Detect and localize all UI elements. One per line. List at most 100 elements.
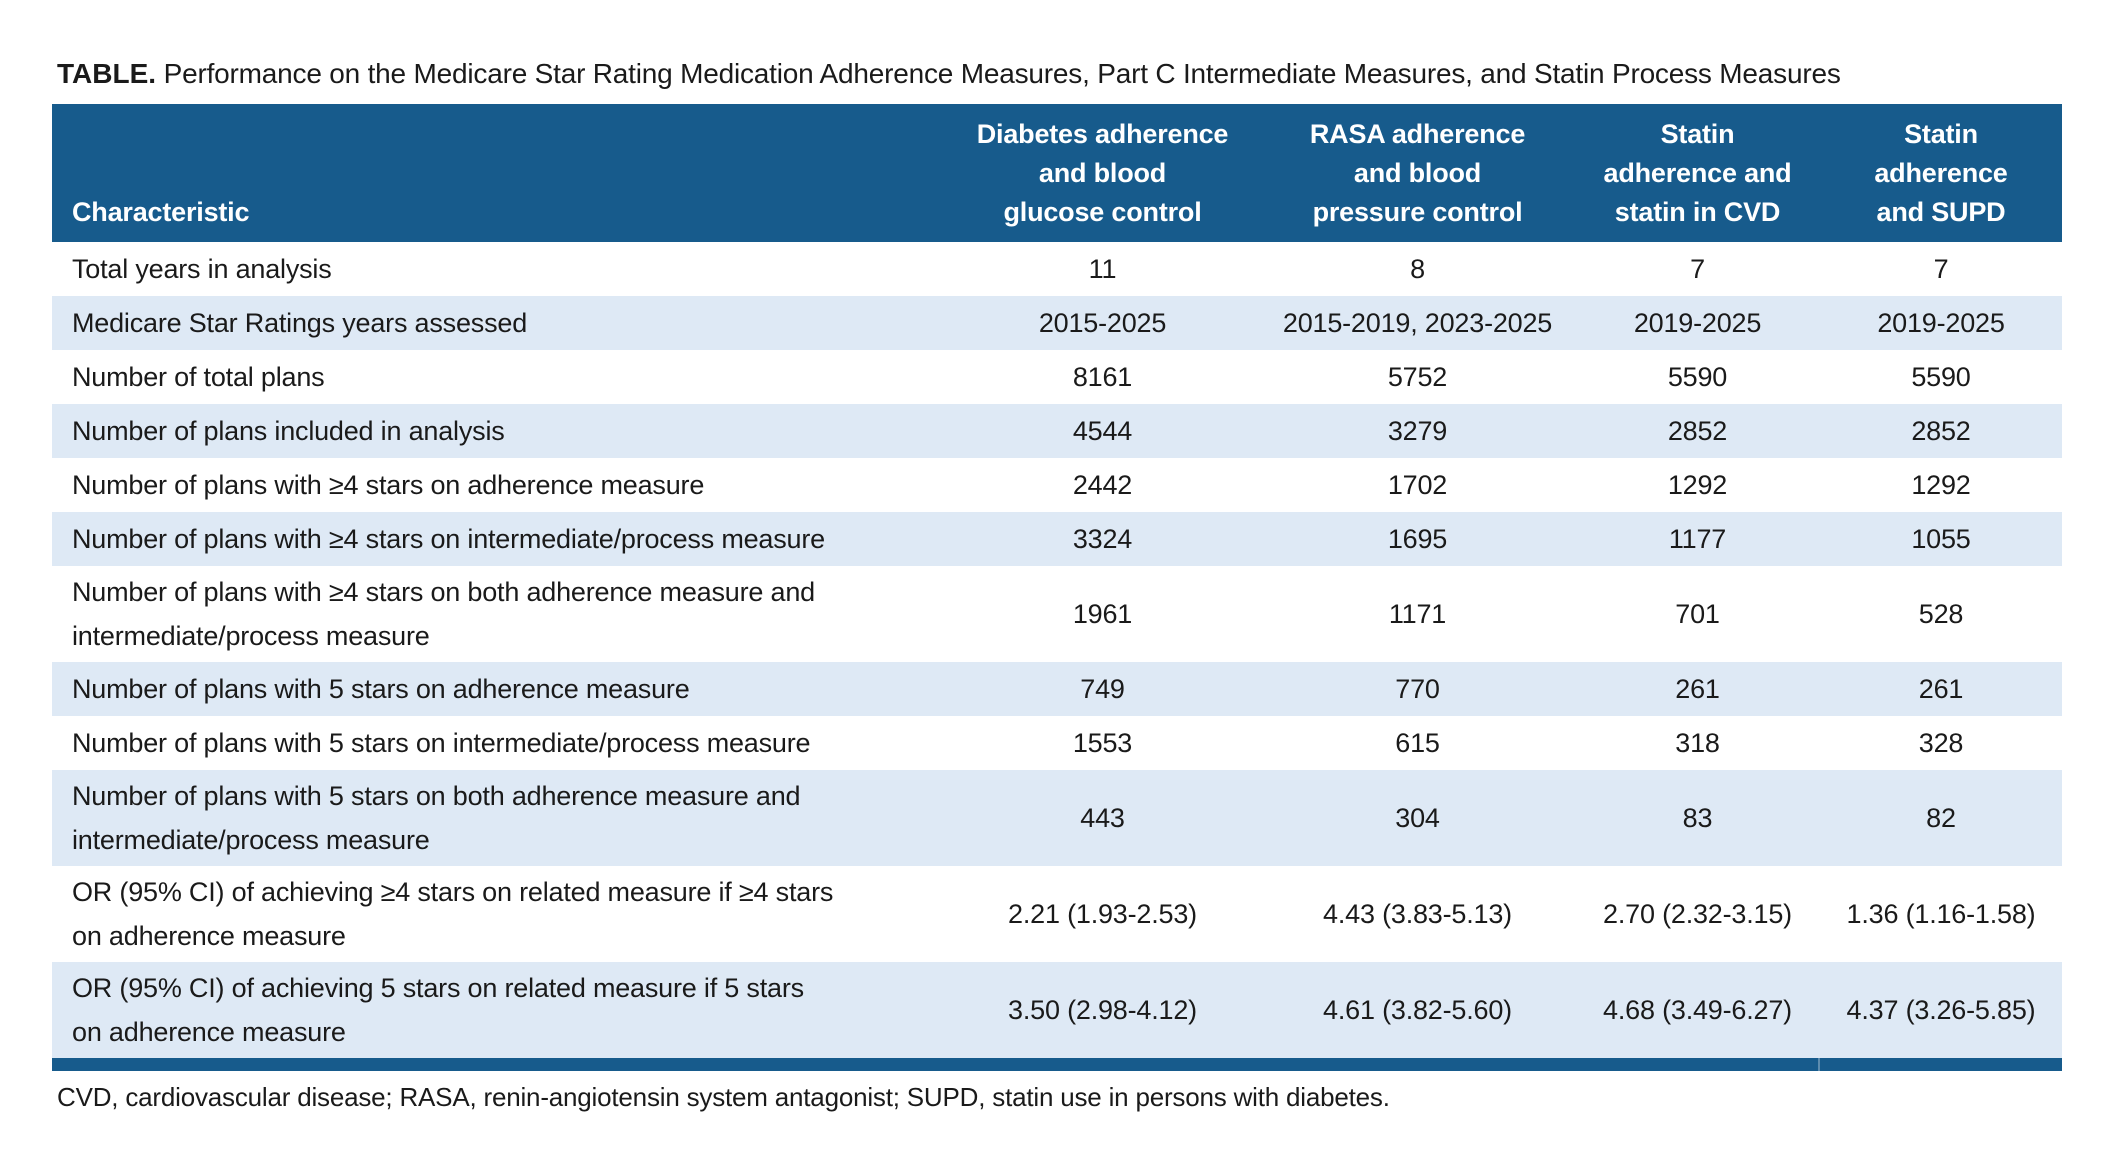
header-line: pressure control bbox=[1312, 197, 1523, 227]
row-label-text: Total years in analysis bbox=[72, 254, 332, 284]
cell-value: 8 bbox=[1410, 253, 1425, 284]
header-line: statin in CVD bbox=[1614, 197, 1781, 227]
table-header-row: Characteristic Diabetes adherence and bl… bbox=[52, 104, 2062, 242]
cell-value: 7 bbox=[1690, 253, 1705, 284]
header-line: and blood bbox=[1353, 158, 1482, 188]
row-label-text: OR (95% CI) of achieving ≥4 stars on rel… bbox=[72, 877, 834, 951]
row-label: Number of plans with 5 stars on both adh… bbox=[52, 770, 945, 866]
cell-value: 3.50 (2.98-4.12) bbox=[1008, 994, 1197, 1025]
cell-value: 2852 bbox=[1911, 415, 1971, 446]
cell-value: 7 bbox=[1933, 253, 1949, 284]
cell-value: 261 bbox=[1675, 673, 1720, 704]
table-bottom-bar bbox=[52, 1058, 2062, 1071]
header-cell-rasa-adherence: RASA adherence and blood pressure contro… bbox=[1260, 104, 1575, 242]
cell-value: 1292 bbox=[1667, 469, 1728, 500]
row-label-text: Number of plans with 5 stars on intermed… bbox=[72, 728, 811, 758]
cell-value: 4.43 (3.83-5.13) bbox=[1323, 898, 1512, 929]
cell-value: 528 bbox=[1918, 598, 1964, 629]
row-label: Total years in analysis bbox=[52, 242, 945, 296]
row-label-text: Number of total plans bbox=[72, 362, 325, 392]
cell-value: 1553 bbox=[1072, 727, 1133, 758]
cell-value: 3324 bbox=[1072, 523, 1133, 554]
table-row: Number of plans with ≥4 stars on both ad… bbox=[52, 566, 2062, 662]
header-line: Statin bbox=[1904, 119, 1978, 149]
cell-value: 2019-2025 bbox=[1633, 307, 1762, 338]
table-row: Number of plans with 5 stars on intermed… bbox=[52, 716, 2062, 770]
header-line: Statin bbox=[1660, 119, 1735, 149]
row-label-text: Number of plans with 5 stars on both adh… bbox=[72, 781, 801, 855]
row-label: Medicare Star Ratings years assessed bbox=[52, 296, 945, 350]
table-row: OR (95% CI) of achieving 5 stars on rela… bbox=[52, 962, 2062, 1058]
cell-value: 770 bbox=[1395, 673, 1440, 704]
header-line: and SUPD bbox=[1876, 197, 2006, 227]
table-row: Total years in analysis 11 8 7 7 bbox=[52, 242, 2062, 296]
cell-value: 4544 bbox=[1072, 415, 1133, 446]
row-label: Number of plans with 5 stars on adherenc… bbox=[52, 662, 945, 716]
header-line: RASA adherence bbox=[1309, 119, 1526, 149]
cell-value: 1.36 (1.16-1.58) bbox=[1846, 898, 2036, 929]
cell-value: 3279 bbox=[1387, 415, 1448, 446]
table-title-label: TABLE. bbox=[57, 58, 157, 89]
header-line: adherence bbox=[1874, 158, 2008, 188]
header-cell-statin-supd: Statin adherence and SUPD bbox=[1820, 104, 2062, 242]
cell-value: 749 bbox=[1080, 673, 1125, 704]
cell-value: 261 bbox=[1918, 673, 1964, 704]
row-label: Number of plans with ≥4 stars on both ad… bbox=[52, 566, 945, 662]
footnote: CVD, cardiovascular disease; RASA, renin… bbox=[57, 1082, 1390, 1112]
row-label: OR (95% CI) of achieving 5 stars on rela… bbox=[52, 962, 945, 1058]
cell-value: 11 bbox=[1088, 253, 1117, 284]
table-row: Number of plans with 5 stars on adherenc… bbox=[52, 662, 2062, 716]
header-line: and blood bbox=[1038, 158, 1167, 188]
row-label-text: Number of plans with ≥4 stars on adheren… bbox=[72, 470, 705, 500]
data-table: Characteristic Diabetes adherence and bl… bbox=[52, 104, 2062, 1071]
cell-value: 1292 bbox=[1911, 469, 1971, 500]
cell-value: 5590 bbox=[1911, 361, 1971, 392]
cell-value: 83 bbox=[1682, 802, 1713, 833]
cell-value: 1702 bbox=[1387, 469, 1448, 500]
cell-value: 5752 bbox=[1387, 361, 1448, 392]
cell-value: 8161 bbox=[1072, 361, 1133, 392]
row-label-text: Number of plans with ≥4 stars on both ad… bbox=[72, 577, 815, 651]
cell-value: 2015-2019, 2023-2025 bbox=[1282, 307, 1553, 338]
table-row: Number of plans included in analysis 4544… bbox=[52, 404, 2062, 458]
table-row: Medicare Star Ratings years assessed 2015… bbox=[52, 296, 2062, 350]
row-label-text: Number of plans with ≥4 stars on interme… bbox=[72, 524, 825, 554]
row-label-text: OR (95% CI) of achieving 5 stars on rela… bbox=[72, 973, 804, 1047]
cell-value: 2015-2025 bbox=[1038, 307, 1167, 338]
cell-value: 1171 bbox=[1388, 598, 1447, 629]
cell-value: 2.70 (2.32-3.15) bbox=[1603, 898, 1792, 929]
table-row: Number of total plans 8161 5752 5590 5590 bbox=[52, 350, 2062, 404]
table-title-text: Performance on the Medicare Star Rating … bbox=[156, 58, 1841, 89]
cell-value: 2.21 (1.93-2.53) bbox=[1008, 898, 1197, 929]
cell-value: 1695 bbox=[1387, 523, 1448, 554]
row-label: Number of plans with ≥4 stars on interme… bbox=[52, 512, 945, 566]
header-cell-diabetes-adherence: Diabetes adherence and blood glucose con… bbox=[945, 104, 1260, 242]
cell-value: 2442 bbox=[1072, 469, 1133, 500]
cell-value: 2019-2025 bbox=[1877, 307, 2005, 338]
cell-value: 2852 bbox=[1667, 415, 1728, 446]
cell-value: 1055 bbox=[1911, 523, 1971, 554]
row-label: OR (95% CI) of achieving ≥4 stars on rel… bbox=[52, 866, 945, 962]
cell-value: 328 bbox=[1918, 727, 1964, 758]
cell-value: 5590 bbox=[1667, 361, 1728, 392]
cell-value: 443 bbox=[1080, 802, 1125, 833]
header-cell-statin-cvd: Statin adherence and statin in CVD bbox=[1575, 104, 1820, 242]
row-label-text: Medicare Star Ratings years assessed bbox=[72, 308, 528, 338]
table-title: TABLE. Performance on the Medicare Star … bbox=[57, 58, 1841, 90]
cell-value: 4.37 (3.26-5.85) bbox=[1846, 994, 2036, 1025]
cell-value: 82 bbox=[1926, 802, 1956, 833]
header-line: glucose control bbox=[1003, 197, 1202, 227]
header-cell-characteristic: Characteristic bbox=[52, 104, 945, 242]
table-row: Number of plans with 5 stars on both adh… bbox=[52, 770, 2062, 866]
bottom-bar-seam bbox=[1818, 1058, 1820, 1071]
row-label: Number of plans with ≥4 stars on adheren… bbox=[52, 458, 945, 512]
row-label: Number of total plans bbox=[52, 350, 945, 404]
cell-value: 4.68 (3.49-6.27) bbox=[1603, 994, 1792, 1025]
header-line: Diabetes adherence bbox=[976, 119, 1229, 149]
table-row: Number of plans with ≥4 stars on adheren… bbox=[52, 458, 2062, 512]
row-label-text: Number of plans included in analysis bbox=[72, 416, 505, 446]
cell-value: 4.61 (3.82-5.60) bbox=[1323, 994, 1512, 1025]
cell-value: 1961 bbox=[1072, 598, 1133, 629]
table-body: Total years in analysis 11 8 7 7 Medicare Sta… bbox=[52, 242, 2062, 1058]
